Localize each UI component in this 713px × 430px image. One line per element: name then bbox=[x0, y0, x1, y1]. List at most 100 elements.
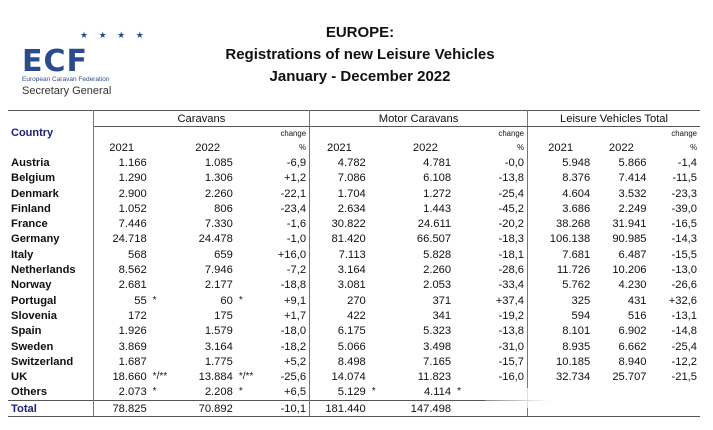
motor-2021-cell: 3.081 bbox=[337, 279, 366, 292]
caravans-change-cell: +1,2 bbox=[265, 170, 311, 186]
table-row: Netherlands 8.562 7.946 -7,2 3.164 2.260 -28,6… bbox=[8, 262, 700, 278]
caravans-2022-cell: 13.884 bbox=[198, 371, 233, 384]
year-header: 2022 bbox=[412, 142, 438, 155]
footnote-mark bbox=[150, 201, 180, 216]
table-row: Norway 2.681 2.177 -18,8 3.081 2.053 -33,4 5.76… bbox=[8, 277, 700, 293]
table-row: France 7.446 7.330 -1,6 30.822 24.611 -20,2 38.… bbox=[8, 216, 700, 232]
motor-2022-cell: 371 bbox=[432, 294, 452, 307]
country-cell: Belgium bbox=[8, 170, 94, 186]
fade-overlay bbox=[485, 388, 700, 408]
total-change-cell: -39,0 bbox=[671, 202, 698, 215]
total-2021-cell: 594 bbox=[571, 309, 591, 322]
motor-2022-cell: 4.781 bbox=[423, 156, 452, 169]
motor-2022-cell: 11.823 bbox=[417, 371, 452, 384]
footnote-mark bbox=[369, 369, 397, 384]
footnote-mark bbox=[454, 201, 482, 216]
caravans-2021-cell: 1.926 bbox=[118, 325, 147, 338]
motor-change-cell: -18,3 bbox=[481, 231, 529, 248]
footnote-mark bbox=[369, 262, 397, 277]
total-change-cell: -12,2 bbox=[671, 355, 698, 368]
total-2022-cell: 6.662 bbox=[618, 340, 647, 353]
total-change-cell: -26,6 bbox=[671, 279, 698, 292]
total-2021-cell: 5.948 bbox=[562, 156, 591, 169]
motor-change-cell: -31,0 bbox=[481, 338, 529, 355]
footnote-mark bbox=[236, 216, 266, 231]
title-line2: Registrations of new Leisure Vehicles bbox=[225, 46, 495, 63]
footnote-mark: * bbox=[238, 294, 243, 306]
motor-2022-total: 147.498 bbox=[396, 400, 455, 418]
caravans-2021-cell: 1.290 bbox=[118, 172, 147, 185]
total-2022-cell: 2.249 bbox=[618, 202, 647, 215]
caravans-2022-cell: 1.775 bbox=[204, 355, 233, 368]
motor-2022-cell: 4.114 bbox=[423, 386, 452, 399]
footnote-mark bbox=[150, 324, 180, 339]
table-row: Denmark 2.900 2.260 -22,1 1.704 1.272 -25,4 4.6… bbox=[8, 185, 700, 202]
footnote-mark: * bbox=[152, 386, 157, 398]
footnote-mark bbox=[454, 247, 482, 262]
total-2021-cell: 4.604 bbox=[562, 187, 591, 200]
total-change-cell: -11,5 bbox=[672, 172, 697, 185]
caravans-2021-cell: 7.446 bbox=[118, 218, 147, 231]
caravans-change-cell: +6,5 bbox=[265, 384, 311, 401]
footnote-mark bbox=[236, 278, 266, 293]
footnote-mark bbox=[454, 262, 482, 277]
table-row: Switzerland 1.687 1.775 +5,2 8.498 7.165 -15,7… bbox=[8, 354, 700, 370]
motor-2021-cell: 6.175 bbox=[337, 325, 366, 338]
ecf-logo: ★ ★ ★ ★ ECF European Caravan Federation … bbox=[10, 14, 150, 97]
total-2022-cell: 6.902 bbox=[618, 325, 647, 338]
motor-2022-cell: 2.053 bbox=[423, 279, 452, 292]
motor-change-cell: -13,8 bbox=[481, 170, 529, 186]
country-cell: Finland bbox=[8, 201, 94, 217]
motor-change-cell: -45,2 bbox=[481, 201, 529, 217]
total-change-cell: -1,4 bbox=[677, 156, 697, 169]
total-change-cell: -13,0 bbox=[671, 264, 698, 277]
footnote-mark bbox=[369, 216, 397, 231]
footnote-mark bbox=[236, 339, 266, 354]
footnote-mark bbox=[150, 186, 180, 201]
total-2022-cell: 25.707 bbox=[612, 371, 647, 384]
caravans-2022-cell: 1.306 bbox=[204, 172, 233, 185]
caravans-change-cell: -7,2 bbox=[265, 262, 311, 278]
motor-2021-cell: 1.704 bbox=[337, 187, 366, 200]
total-2022-cell: 8.940 bbox=[618, 355, 647, 368]
caravans-change-cell: -18,8 bbox=[265, 277, 311, 293]
total-2021-cell: 5.762 bbox=[562, 279, 591, 292]
caravans-2021-cell: 2.900 bbox=[118, 187, 147, 200]
footnote-mark bbox=[369, 247, 397, 262]
caravans-2021-cell: 1.052 bbox=[118, 202, 147, 215]
footnote-mark bbox=[150, 216, 180, 231]
logo-stars-icon: ★ ★ ★ ★ bbox=[80, 30, 148, 40]
country-cell: Switzerland bbox=[8, 354, 94, 370]
table-row: Italy 568 659 +16,0 7.113 5.828 -18,1 7.681 6.48… bbox=[8, 247, 700, 263]
year-header: 2021 bbox=[326, 142, 352, 155]
footnote-mark bbox=[369, 186, 397, 201]
footnote-mark bbox=[454, 293, 482, 308]
caravans-2022-cell: 1.085 bbox=[204, 156, 233, 169]
total-2022-cell: 90.985 bbox=[612, 233, 647, 246]
table-row: Spain 1.926 1.579 -18,0 6.175 5.323 -13,8 8.101… bbox=[8, 323, 700, 339]
year-header: 2022 bbox=[195, 142, 221, 155]
footnote-mark bbox=[150, 278, 180, 293]
motor-2021-cell: 270 bbox=[347, 294, 366, 307]
motor-2022-cell: 1.272 bbox=[423, 187, 452, 200]
total-2022-cell: 4.230 bbox=[618, 279, 647, 292]
country-cell: France bbox=[8, 216, 94, 232]
logo-subtitle: European Caravan Federation bbox=[22, 76, 110, 83]
total-2022-cell: 6.487 bbox=[618, 248, 647, 261]
total-change-cell: -13,1 bbox=[671, 309, 698, 322]
footnote-mark bbox=[369, 171, 397, 186]
footnote-mark bbox=[150, 354, 180, 369]
country-cell: Norway bbox=[8, 277, 94, 293]
motor-2021-cell: 422 bbox=[347, 309, 366, 322]
footnote-mark: * bbox=[457, 386, 462, 398]
footnote-mark bbox=[236, 324, 266, 339]
total-2022-cell: 431 bbox=[627, 294, 647, 307]
caravans-2022-cell: 7.946 bbox=[204, 264, 233, 277]
caravans-2022-cell: 3.164 bbox=[204, 340, 233, 353]
caravans-change-cell: -25,6 bbox=[265, 369, 311, 385]
title-line1: EUROPE: bbox=[325, 24, 395, 41]
caravans-2021-cell: 55 bbox=[134, 294, 147, 307]
motor-2022-cell: 1.443 bbox=[423, 202, 452, 215]
footnote-mark bbox=[150, 232, 180, 247]
motor-2021-cell: 2.634 bbox=[337, 202, 366, 215]
